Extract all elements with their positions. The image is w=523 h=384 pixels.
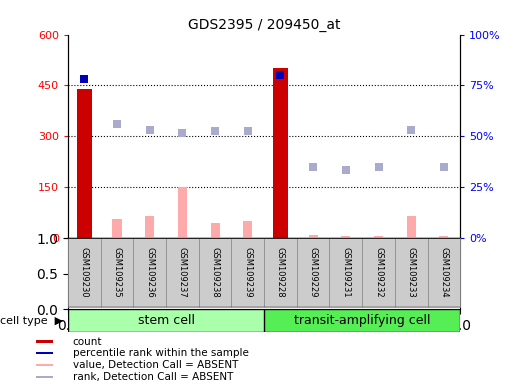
Bar <box>178 187 187 238</box>
Text: GSM109234: GSM109234 <box>439 247 448 298</box>
Bar <box>309 235 318 238</box>
Text: count: count <box>73 336 102 347</box>
Text: GSM109237: GSM109237 <box>178 247 187 298</box>
Bar <box>145 216 154 238</box>
Bar <box>36 376 53 378</box>
Text: GSM109235: GSM109235 <box>112 247 121 298</box>
Bar <box>231 238 264 307</box>
Text: GSM109230: GSM109230 <box>80 247 89 298</box>
Text: cell type  ▶: cell type ▶ <box>0 316 63 326</box>
Text: GSM109236: GSM109236 <box>145 247 154 298</box>
Bar <box>297 238 329 307</box>
Bar <box>77 89 92 238</box>
Bar <box>395 238 428 307</box>
Bar <box>374 237 383 238</box>
Text: GSM109231: GSM109231 <box>342 247 350 298</box>
Text: value, Detection Call = ABSENT: value, Detection Call = ABSENT <box>73 360 238 370</box>
Bar <box>329 238 362 307</box>
Bar <box>112 219 121 238</box>
Bar <box>36 340 53 343</box>
Bar <box>264 238 297 307</box>
Text: GSM109229: GSM109229 <box>309 247 317 298</box>
Bar <box>362 238 395 307</box>
Bar <box>68 309 264 332</box>
Bar <box>36 364 53 366</box>
Bar <box>439 237 448 238</box>
Text: GSM109239: GSM109239 <box>243 247 252 298</box>
Text: transit-amplifying cell: transit-amplifying cell <box>294 314 430 327</box>
Bar <box>100 238 133 307</box>
Text: stem cell: stem cell <box>138 314 195 327</box>
Bar <box>166 238 199 307</box>
Bar <box>273 68 288 238</box>
Text: rank, Detection Call = ABSENT: rank, Detection Call = ABSENT <box>73 372 233 382</box>
Bar <box>341 237 350 238</box>
Bar <box>199 238 231 307</box>
Bar <box>264 309 460 332</box>
Bar <box>210 223 220 238</box>
Text: GSM109228: GSM109228 <box>276 247 285 298</box>
Bar <box>243 221 252 238</box>
Text: percentile rank within the sample: percentile rank within the sample <box>73 348 248 358</box>
Text: GSM109233: GSM109233 <box>407 247 416 298</box>
Bar <box>428 238 460 307</box>
Bar <box>407 216 416 238</box>
Bar <box>133 238 166 307</box>
Bar <box>68 238 100 307</box>
Bar <box>36 352 53 354</box>
Text: GSM109232: GSM109232 <box>374 247 383 298</box>
Text: GSM109238: GSM109238 <box>211 247 220 298</box>
Title: GDS2395 / 209450_at: GDS2395 / 209450_at <box>188 18 340 32</box>
